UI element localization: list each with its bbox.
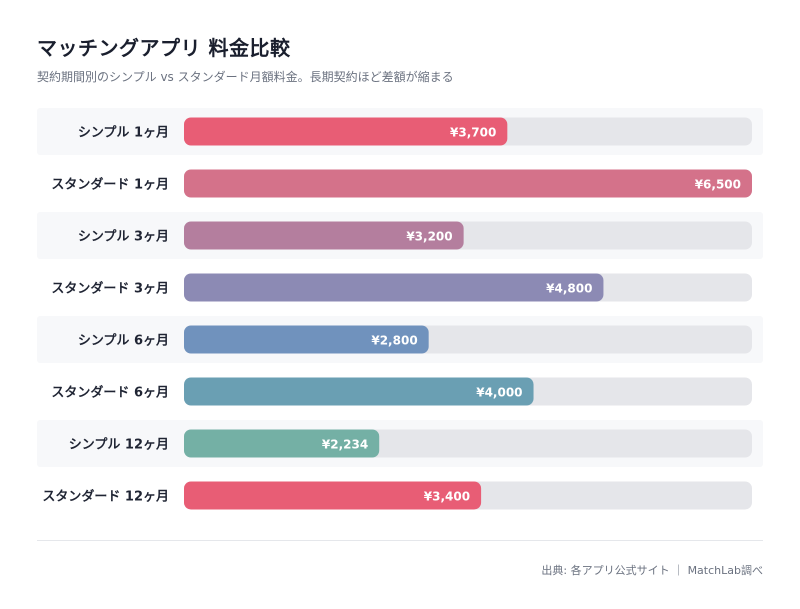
bar (184, 481, 482, 510)
category-label: シンプル 12ヶ月 (69, 438, 169, 453)
bar (184, 221, 464, 250)
value-label: ¥2,800 (371, 334, 417, 348)
bar (184, 169, 752, 198)
value-label: ¥2,234 (322, 438, 368, 452)
chart-title: マッチングアプリ 料金比較 (37, 36, 291, 60)
source-note: 出典: 各アプリ公式サイト ｜ MatchLab調べ (541, 564, 763, 577)
value-label: ¥3,400 (424, 490, 470, 504)
bar (184, 117, 508, 146)
category-label: シンプル 6ヶ月 (78, 334, 169, 349)
chart-subtitle: 契約期間別のシンプル vs スタンダード月額料金。長期契約ほど差額が縮まる (37, 70, 454, 84)
category-label: シンプル 1ヶ月 (78, 126, 169, 141)
category-label: スタンダード 1ヶ月 (51, 177, 169, 193)
bar (184, 429, 380, 458)
value-label: ¥4,000 (476, 386, 522, 400)
category-label: シンプル 3ヶ月 (78, 230, 169, 245)
bar (184, 325, 429, 354)
bar (184, 273, 604, 302)
value-label: ¥3,200 (406, 230, 452, 244)
value-label: ¥3,700 (450, 126, 496, 140)
category-label: スタンダード 6ヶ月 (51, 385, 169, 401)
footer-divider (37, 540, 763, 541)
category-label: スタンダード 3ヶ月 (51, 281, 169, 297)
bar (184, 377, 534, 406)
value-label: ¥4,800 (546, 282, 592, 296)
value-label: ¥6,500 (695, 178, 741, 192)
category-label: スタンダード 12ヶ月 (42, 489, 169, 505)
